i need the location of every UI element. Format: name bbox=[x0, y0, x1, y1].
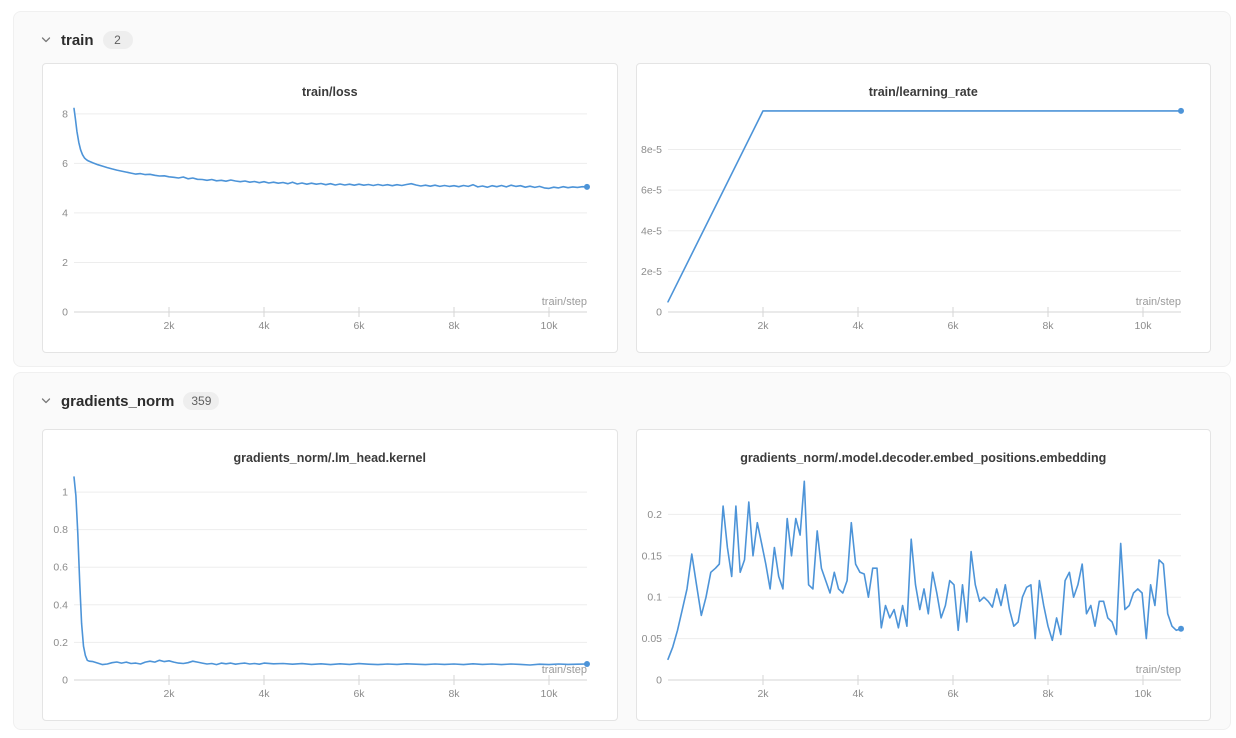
svg-text:6k: 6k bbox=[947, 688, 959, 700]
section-train: train 2 0 2 4 6 8 2k 4k 6k 8k 10k train/step train… bbox=[13, 11, 1231, 367]
chart-card-row: 0 0.2 0.4 0.6 0.8 1 2k 4k 6k 8k 10k train/step grad… bbox=[14, 415, 1230, 721]
svg-text:8: 8 bbox=[62, 108, 68, 120]
section-train-header[interactable]: train 2 bbox=[14, 12, 1230, 54]
svg-text:4e-5: 4e-5 bbox=[640, 225, 661, 237]
line-chart-gradients-embed-positions[interactable]: 0 0.05 0.1 0.15 0.2 2k 4k 6k 8k 10k train/step bbox=[637, 430, 1211, 720]
svg-text:train/step: train/step bbox=[1135, 664, 1180, 676]
svg-text:0.8: 0.8 bbox=[53, 524, 68, 536]
chevron-down-icon[interactable] bbox=[40, 34, 52, 46]
svg-text:2k: 2k bbox=[163, 320, 175, 332]
svg-text:0.2: 0.2 bbox=[53, 637, 68, 649]
svg-text:6e-5: 6e-5 bbox=[640, 185, 661, 197]
svg-text:8k: 8k bbox=[1042, 688, 1054, 700]
svg-text:0.05: 0.05 bbox=[641, 633, 662, 645]
section-count-badge: 359 bbox=[183, 392, 220, 410]
svg-text:8e-5: 8e-5 bbox=[640, 144, 661, 156]
chevron-down-icon[interactable] bbox=[40, 395, 52, 407]
svg-text:10k: 10k bbox=[1134, 688, 1152, 700]
svg-text:6k: 6k bbox=[947, 320, 959, 332]
svg-text:2k: 2k bbox=[757, 688, 769, 700]
svg-text:0: 0 bbox=[656, 307, 662, 319]
svg-text:6: 6 bbox=[62, 158, 68, 170]
svg-text:1: 1 bbox=[62, 487, 68, 499]
chart-card-train-loss[interactable]: 0 2 4 6 8 2k 4k 6k 8k 10k train/step train/loss bbox=[42, 63, 618, 353]
svg-text:4k: 4k bbox=[258, 320, 270, 332]
section-count-badge: 2 bbox=[102, 31, 133, 49]
svg-text:8k: 8k bbox=[448, 688, 460, 700]
svg-text:train/step: train/step bbox=[542, 296, 587, 308]
svg-text:0.2: 0.2 bbox=[647, 509, 662, 521]
svg-text:train/step: train/step bbox=[1135, 296, 1180, 308]
svg-text:4k: 4k bbox=[852, 320, 864, 332]
chart-card-train-learning-rate[interactable]: 0 2e-5 4e-5 6e-5 8e-5 2k 4k 6k 8k 10k train/step t… bbox=[635, 63, 1211, 353]
svg-text:8k: 8k bbox=[448, 320, 460, 332]
svg-text:6k: 6k bbox=[353, 688, 365, 700]
svg-text:4: 4 bbox=[62, 207, 68, 219]
chart-title: gradients_norm/.lm_head.kernel bbox=[233, 451, 426, 465]
svg-text:4k: 4k bbox=[258, 688, 270, 700]
svg-text:8k: 8k bbox=[1042, 320, 1054, 332]
section-gradients-norm-header[interactable]: gradients_norm 359 bbox=[14, 373, 1230, 415]
chart-title: gradients_norm/.model.decoder.embed_posi… bbox=[740, 451, 1107, 465]
svg-text:0: 0 bbox=[656, 675, 662, 687]
chart-card-row: 0 2 4 6 8 2k 4k 6k 8k 10k train/step train/loss 0 2… bbox=[14, 54, 1230, 353]
svg-text:train/step: train/step bbox=[542, 664, 587, 676]
svg-text:0: 0 bbox=[62, 307, 68, 319]
chart-card-gradients-lm-head-kernel[interactable]: 0 0.2 0.4 0.6 0.8 1 2k 4k 6k 8k 10k train/step grad… bbox=[42, 429, 618, 721]
svg-text:0.1: 0.1 bbox=[647, 592, 662, 604]
chart-title: train/loss bbox=[301, 85, 358, 99]
svg-text:2k: 2k bbox=[757, 320, 769, 332]
svg-text:2e-5: 2e-5 bbox=[640, 266, 661, 278]
line-chart-gradients-lm-head-kernel[interactable]: 0 0.2 0.4 0.6 0.8 1 2k 4k 6k 8k 10k train/step bbox=[43, 430, 617, 720]
line-chart-train-loss[interactable]: 0 2 4 6 8 2k 4k 6k 8k 10k train/step bbox=[43, 64, 617, 352]
section-title: train bbox=[61, 31, 94, 49]
svg-text:2k: 2k bbox=[163, 688, 175, 700]
section-title: gradients_norm bbox=[61, 392, 175, 410]
chart-title: train/learning_rate bbox=[868, 85, 978, 99]
svg-text:6k: 6k bbox=[353, 320, 365, 332]
svg-text:0.4: 0.4 bbox=[53, 599, 68, 611]
line-chart-train-learning-rate[interactable]: 0 2e-5 4e-5 6e-5 8e-5 2k 4k 6k 8k 10k train/step bbox=[637, 64, 1211, 352]
chart-card-gradients-embed-positions[interactable]: 0 0.05 0.1 0.15 0.2 2k 4k 6k 8k 10k train/step gra… bbox=[635, 429, 1211, 721]
svg-text:0: 0 bbox=[62, 675, 68, 687]
section-gradients-norm: gradients_norm 359 0 0.2 0.4 0.6 0.8 1 2k 4k 6k 8… bbox=[13, 372, 1231, 730]
svg-text:4k: 4k bbox=[852, 688, 864, 700]
svg-text:10k: 10k bbox=[541, 320, 559, 332]
svg-text:0.6: 0.6 bbox=[53, 562, 68, 574]
svg-text:10k: 10k bbox=[541, 688, 559, 700]
svg-text:10k: 10k bbox=[1134, 320, 1152, 332]
svg-text:2: 2 bbox=[62, 257, 68, 269]
svg-text:0.15: 0.15 bbox=[641, 550, 662, 562]
